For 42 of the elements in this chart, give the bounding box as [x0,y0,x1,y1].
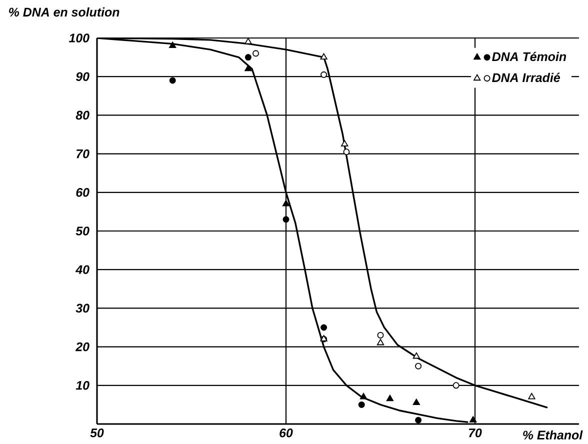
point [452,382,460,389]
point [282,200,290,206]
point [358,401,365,408]
legend-label: DNA Témoin [492,52,566,62]
point [415,362,422,370]
y-tick-label: 40 [75,265,90,274]
legend-label: DNA Irradié [492,72,560,82]
point [244,38,252,44]
point [412,352,420,359]
y-tick-label: 90 [76,72,90,82]
point [244,54,252,61]
point [415,416,422,424]
point [320,324,328,331]
y-tick-label: 20 [75,342,90,352]
x-axis-title: % Ethanol [523,430,583,440]
point [360,392,368,400]
y-tick-label: 60 [76,188,90,197]
point [470,416,477,422]
point [320,53,328,60]
x-tick-label: 60 [280,428,293,438]
point [169,42,176,48]
y-tick-label: 50 [76,226,90,236]
y-tick-label: 70 [76,149,90,158]
point [377,332,384,338]
point [244,64,252,72]
point [386,394,394,402]
y-tick-label: 30 [76,304,90,313]
point [528,392,536,400]
point [343,148,350,156]
y-tick-label: 10 [76,381,90,390]
point [376,338,384,346]
point [252,50,260,57]
point [320,71,328,78]
point [169,77,176,84]
x-tick-label: 50 [90,428,104,438]
y-tick-label: 100 [68,34,90,42]
x-tick-label: 70 [468,428,482,438]
y-axis-title: % DNA en solution [9,7,120,17]
point [412,398,420,406]
point [282,216,290,223]
y-tick-label: 80 [76,110,90,120]
point [341,140,348,146]
